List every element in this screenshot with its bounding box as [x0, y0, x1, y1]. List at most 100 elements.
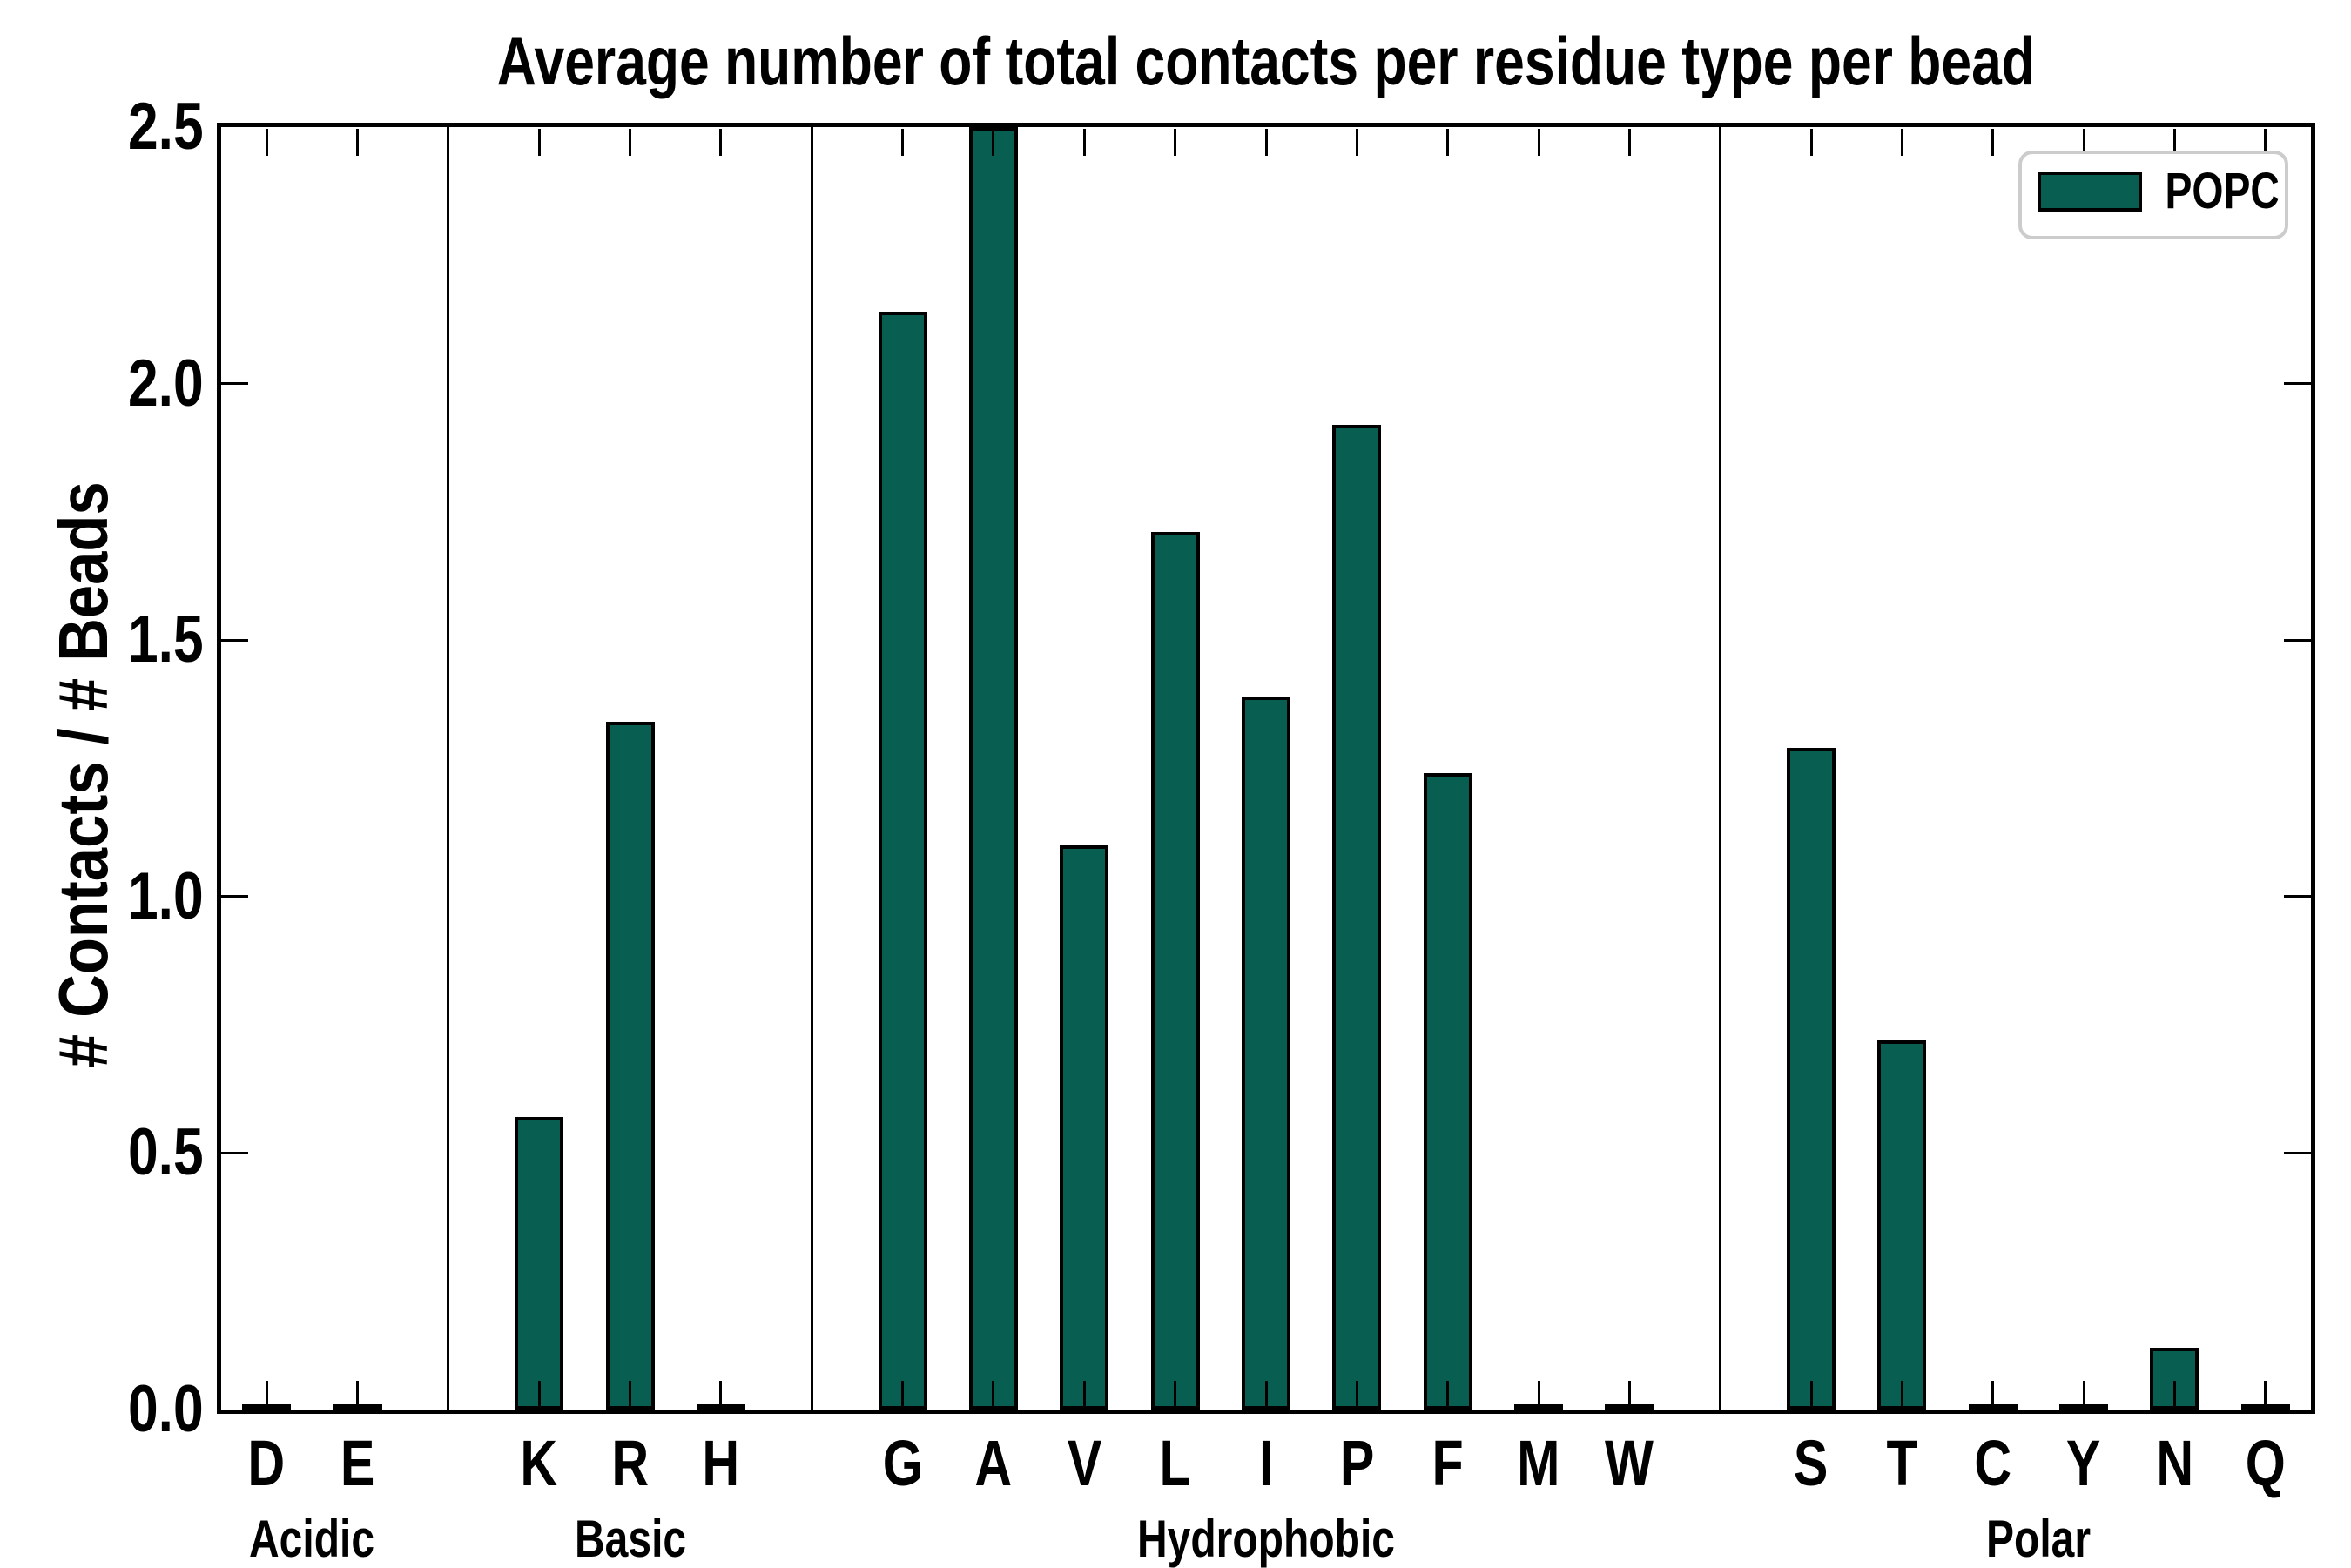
x-tick-label-Y: Y [2031, 1430, 2136, 1497]
x-tick-top-I [1264, 129, 1268, 156]
x-tick-label-L: L [1123, 1430, 1228, 1497]
x-tick-bottom-M [1537, 1381, 1540, 1408]
x-tick-label-E: E [306, 1430, 410, 1497]
x-tick-bottom-Q [2264, 1381, 2267, 1408]
x-tick-label-text: K [520, 1427, 558, 1499]
y-tick-label-1.0: 1.0 [73, 861, 204, 932]
x-tick-bottom-S [1809, 1381, 1813, 1408]
y-axis-label-text: # Contacts / # Beads [44, 481, 122, 1068]
x-tick-label-text: A [974, 1427, 1013, 1499]
bar-I [1242, 697, 1290, 1410]
x-tick-label-text: W [1605, 1427, 1654, 1499]
x-tick-label-K: K [487, 1430, 591, 1497]
x-tick-label-text: T [1886, 1427, 1918, 1499]
x-tick-label-D: D [214, 1430, 319, 1497]
y-tick-label-0.0: 0.0 [73, 1375, 204, 1444]
bar-F [1423, 773, 1472, 1410]
legend-label-text: POPC [2165, 163, 2280, 219]
y-tick-left [221, 638, 248, 642]
group-label-basic: Basic [456, 1511, 805, 1567]
bar-G [878, 312, 927, 1410]
x-tick-label-text: I [1258, 1427, 1274, 1499]
x-tick-label-T: T [1849, 1430, 1954, 1497]
x-tick-label-I: I [1214, 1430, 1318, 1497]
y-tick-left [221, 382, 248, 386]
group-label-polar: Polar [1864, 1511, 2213, 1567]
bar-T [1877, 1040, 1927, 1410]
x-tick-label-text: D [247, 1427, 286, 1499]
x-tick-bottom-W [1627, 1381, 1631, 1408]
x-tick-bottom-R [629, 1381, 632, 1408]
group-divider [1719, 127, 1722, 1410]
bar-S [1787, 747, 1836, 1410]
x-tick-label-text: Y [2066, 1427, 2101, 1499]
x-tick-top-T [1900, 129, 1903, 156]
x-tick-bottom-D [265, 1381, 268, 1408]
x-tick-label-text: P [1339, 1427, 1375, 1499]
group-divider [810, 127, 813, 1410]
group-label-hydrophobic: Hydrophobic [1092, 1511, 1440, 1567]
x-tick-label-text: M [1517, 1427, 1560, 1499]
x-tick-label-S: S [1759, 1430, 1863, 1497]
x-tick-label-text: L [1159, 1427, 1191, 1499]
y-tick-left [221, 895, 248, 898]
y-tick-label-1.5: 1.5 [73, 605, 204, 675]
x-tick-top-K [537, 129, 541, 156]
x-tick-top-M [1537, 129, 1540, 156]
x-tick-top-Q [2264, 129, 2267, 156]
y-tick-label-2.0: 2.0 [73, 346, 204, 421]
x-tick-top-F [1446, 129, 1450, 156]
y-tick-right [2284, 895, 2311, 898]
x-tick-bottom-F [1446, 1381, 1450, 1408]
group-divider [447, 127, 450, 1410]
bar-K [515, 1117, 564, 1410]
group-label-text: Basic [574, 1510, 686, 1568]
x-tick-label-text: E [340, 1427, 375, 1499]
x-tick-top-D [265, 129, 268, 156]
x-tick-bottom-C [1991, 1381, 1995, 1408]
x-tick-label-text: S [1794, 1427, 1829, 1499]
y-tick-label-0.5: 0.5 [73, 1118, 204, 1188]
y-tick-right [2284, 1151, 2311, 1154]
x-tick-top-G [901, 129, 905, 156]
x-tick-bottom-V [1082, 1381, 1086, 1408]
x-tick-top-L [1174, 129, 1177, 156]
x-tick-top-S [1809, 129, 1813, 156]
x-tick-top-E [356, 129, 360, 156]
x-tick-bottom-N [2172, 1381, 2176, 1408]
x-tick-label-C: C [1941, 1430, 2045, 1497]
y-tick-label-text: 0.5 [128, 1115, 204, 1190]
x-tick-top-V [1082, 129, 1086, 156]
y-tick-label-text: 2.0 [128, 346, 204, 421]
x-tick-label-G: G [851, 1430, 955, 1497]
y-tick-right [2284, 638, 2311, 642]
x-tick-label-text: N [2156, 1427, 2193, 1499]
x-tick-label-text: C [1974, 1427, 2012, 1499]
x-tick-top-N [2172, 129, 2176, 156]
x-tick-bottom-L [1174, 1381, 1177, 1408]
chart-title-text: Average number of total contacts per res… [496, 23, 2036, 99]
y-tick-right [2284, 382, 2311, 386]
x-tick-label-text: R [611, 1427, 649, 1499]
x-tick-bottom-E [356, 1381, 360, 1408]
y-tick-label-2.5: 2.5 [73, 92, 204, 162]
bar-A [968, 127, 1018, 1410]
x-tick-top-Y [2082, 129, 2085, 156]
group-label-text: Acidic [249, 1510, 375, 1568]
x-tick-label-R: R [578, 1430, 683, 1497]
x-tick-top-W [1627, 129, 1631, 156]
y-tick-left [221, 1151, 248, 1154]
x-tick-label-M: M [1486, 1430, 1591, 1497]
x-tick-bottom-P [1355, 1381, 1358, 1408]
x-tick-bottom-Y [2082, 1381, 2085, 1408]
x-tick-label-Q: Q [2213, 1430, 2318, 1497]
x-tick-bottom-T [1900, 1381, 1903, 1408]
x-tick-label-A: A [941, 1430, 1046, 1497]
x-tick-label-N: N [2122, 1430, 2226, 1497]
x-tick-bottom-H [719, 1381, 723, 1408]
x-tick-bottom-G [901, 1381, 905, 1408]
x-tick-bottom-K [537, 1381, 541, 1408]
x-tick-top-R [629, 129, 632, 156]
x-tick-top-P [1355, 129, 1358, 156]
x-tick-bottom-A [992, 1381, 995, 1408]
